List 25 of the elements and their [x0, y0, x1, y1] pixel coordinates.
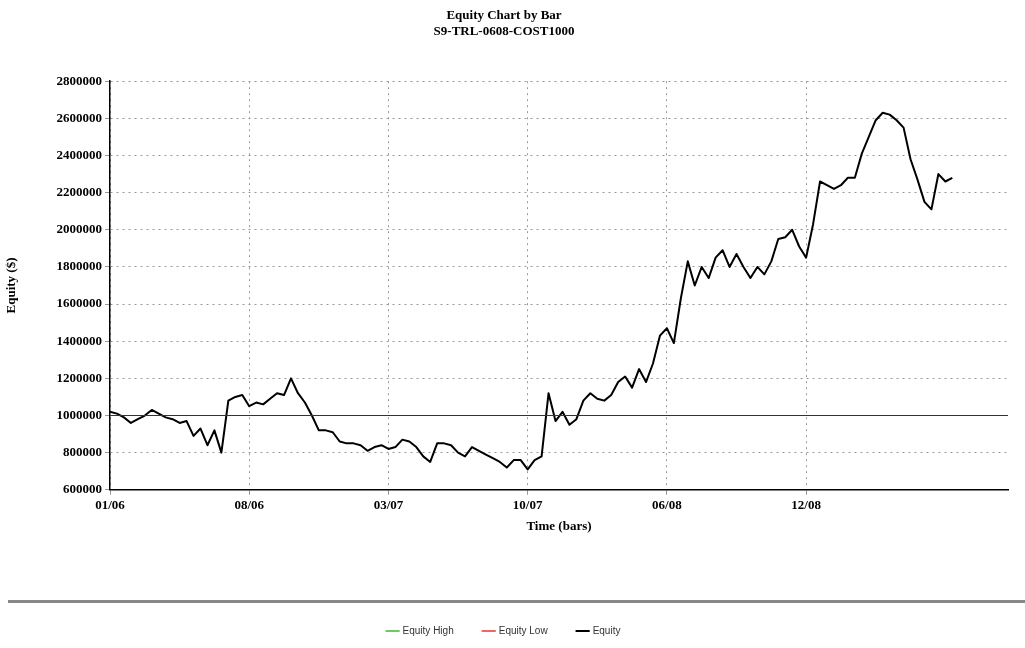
chart-subtitle: S9-TRL-0608-COST1000 — [433, 22, 575, 38]
y-tick-label: 1000000 — [56, 406, 102, 422]
y-tick-label: 1400000 — [56, 332, 102, 348]
legend-label: Equity Low — [498, 624, 549, 636]
legend-label: Equity — [592, 624, 621, 636]
legend-label: Equity High — [402, 624, 454, 636]
y-tick-label: 2000000 — [56, 221, 102, 237]
chart-title: Equity Chart by Bar — [446, 7, 562, 23]
y-tick-label: 1200000 — [56, 369, 102, 385]
y-tick-label: 1800000 — [56, 258, 102, 274]
x-tick-label: 08/06 — [234, 496, 265, 512]
y-tick-label: 2600000 — [56, 109, 102, 125]
x-tick-label: 12/08 — [791, 496, 822, 512]
y-tick-label: 2800000 — [56, 72, 102, 88]
x-axis-title: Time (bars) — [526, 517, 592, 533]
x-tick-label: 10/07 — [512, 496, 543, 512]
x-tick-label: 03/07 — [373, 496, 404, 512]
y-axis-title: Equity ($) — [3, 257, 19, 314]
y-tick-label: 800000 — [63, 444, 102, 460]
x-tick-label: 01/06 — [95, 496, 126, 512]
y-tick-label: 1600000 — [56, 295, 102, 311]
y-tick-label: 600000 — [63, 481, 102, 497]
x-tick-label: 06/08 — [652, 496, 683, 512]
y-tick-label: 2200000 — [56, 184, 102, 199]
y-tick-label: 2400000 — [56, 146, 102, 162]
